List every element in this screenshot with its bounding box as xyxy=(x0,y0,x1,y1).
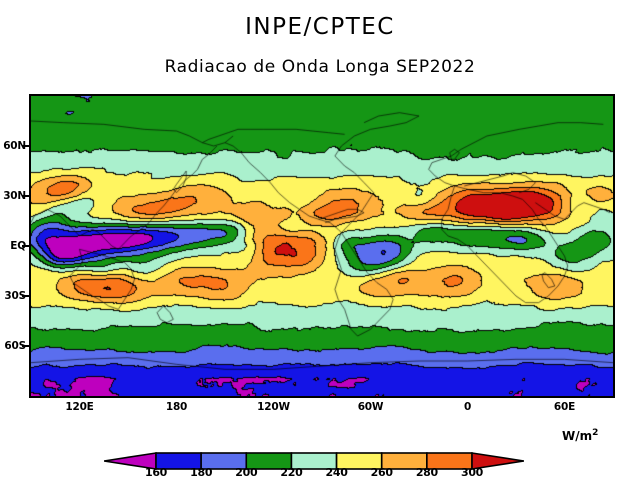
y-axis-label: EQ xyxy=(10,240,26,252)
colorbar xyxy=(104,451,524,471)
x-axis-label: 60E xyxy=(553,401,576,413)
units-text: W/m xyxy=(562,429,593,443)
y-axis-tick xyxy=(22,245,29,247)
x-axis-label: 0 xyxy=(463,401,472,413)
colorbar-units-label: W/m2 xyxy=(562,428,598,443)
olr-contour-map xyxy=(31,96,613,396)
y-axis-tick xyxy=(22,295,29,297)
y-axis-label: 60N xyxy=(3,140,26,152)
colorbar-tick-label: 200 xyxy=(235,466,258,479)
page-title: INPE/CPTEC xyxy=(245,14,395,40)
map-plot-area xyxy=(29,94,615,398)
units-exponent: 2 xyxy=(592,428,599,438)
colorbar-tick-label: 280 xyxy=(415,466,438,479)
colorbar-tick-label: 160 xyxy=(144,466,168,479)
colorbar-extend-high xyxy=(471,452,524,470)
x-axis-label: 120W xyxy=(257,401,290,413)
y-axis-label: 30S xyxy=(4,290,26,302)
x-axis-label: 120E xyxy=(65,401,94,413)
y-axis-tick xyxy=(22,145,29,147)
colorbar-tick-label: 180 xyxy=(190,466,213,479)
x-axis-label: 180 xyxy=(165,401,188,413)
y-axis-label: 60S xyxy=(4,340,26,352)
y-axis-tick xyxy=(22,195,29,197)
colorbar-tick-label: 220 xyxy=(280,466,303,479)
colorbar-tick-label: 260 xyxy=(370,466,393,479)
x-axis-label: 60W xyxy=(357,401,384,413)
y-axis-tick xyxy=(22,345,29,347)
colorbar-tick-label: 240 xyxy=(325,466,348,479)
y-axis-label: 30N xyxy=(3,190,26,202)
chart-subtitle: Radiacao de Onda Longa SEP2022 xyxy=(164,57,476,77)
colorbar-tick-label: 300 xyxy=(460,466,484,479)
